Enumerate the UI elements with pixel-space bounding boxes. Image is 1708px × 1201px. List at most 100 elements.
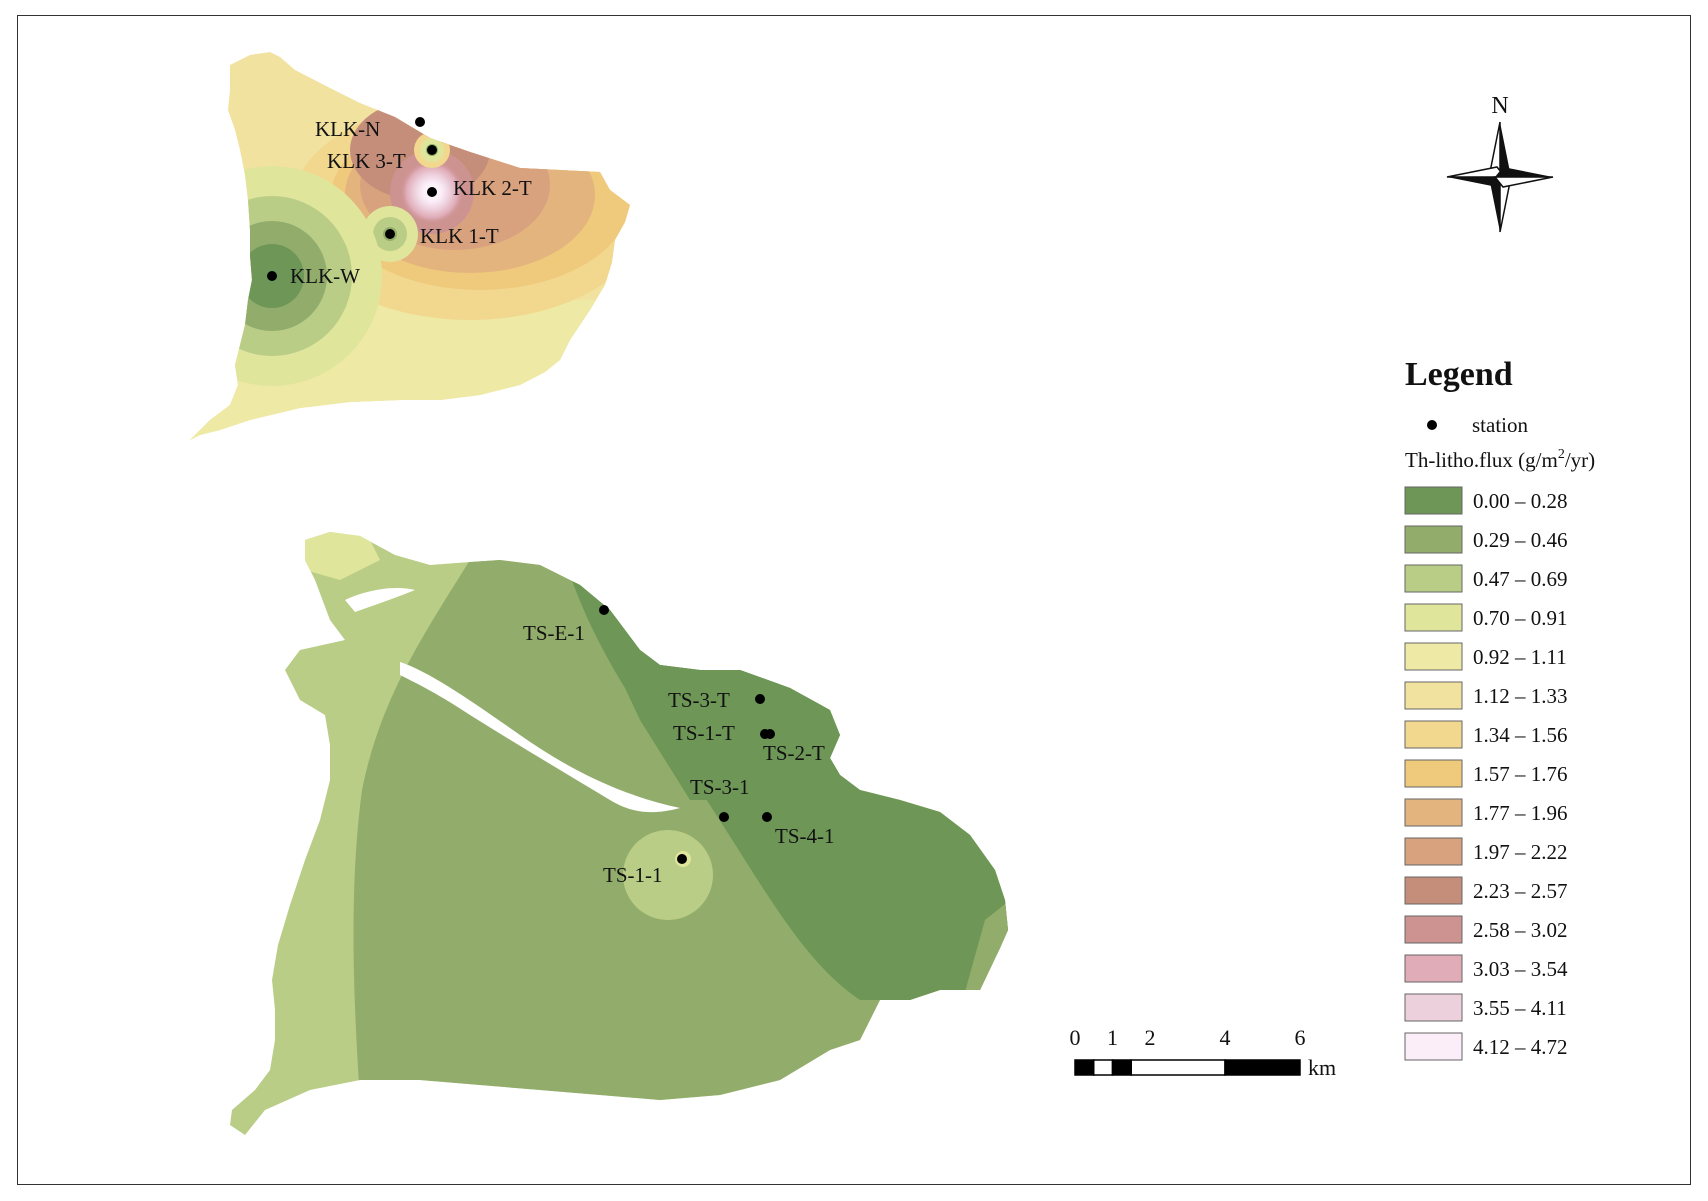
station-label: KLK 1-T	[420, 224, 499, 248]
station-klk-2-t: KLK 2-T	[427, 176, 532, 200]
station-label: KLK 3-T	[327, 149, 406, 173]
legend-class-label: 0.47 – 0.69	[1473, 567, 1568, 591]
legend-class-label: 1.77 – 1.96	[1473, 801, 1568, 825]
scale-bar: 0 1 2 4 6km	[1070, 1025, 1337, 1080]
inlet	[345, 588, 415, 612]
legend-class-label: 1.97 – 2.22	[1473, 840, 1568, 864]
station-klk-1-t: KLK 1-T	[385, 224, 499, 248]
legend-class: 0.92 – 1.11	[1404, 642, 1567, 671]
legend-class-label: 0.70 – 0.91	[1473, 606, 1568, 630]
legend-class: 3.55 – 4.11	[1404, 993, 1567, 1022]
stations-layer: KLK-N KLK 3-T KLK 2-T KLK 1-T KLK-W TS-E-1 TS-…	[267, 117, 835, 887]
legend-swatch	[1404, 837, 1463, 866]
legend-class-label: 3.55 – 4.11	[1473, 996, 1567, 1020]
legend-swatch	[1404, 642, 1463, 671]
station-marker	[755, 694, 765, 704]
legend-swatch	[1404, 720, 1463, 749]
station-label: KLK-W	[290, 264, 360, 288]
legend-swatch	[1404, 681, 1463, 710]
legend-station-label: station	[1472, 413, 1528, 437]
legend-class: 1.34 – 1.56	[1404, 720, 1568, 749]
scale-segment	[1130, 1059, 1226, 1076]
station-label: TS-4-1	[775, 824, 835, 848]
legend-class: 2.58 – 3.02	[1404, 915, 1568, 944]
legend-station-marker	[1427, 420, 1437, 430]
station-label: TS-1-T	[673, 721, 735, 745]
legend-swatch	[1404, 759, 1463, 788]
scale-segment	[1111, 1059, 1132, 1076]
legend-class: 1.97 – 2.22	[1404, 837, 1568, 866]
station-ts-1-1: TS-1-1	[603, 854, 687, 887]
south-study-area	[230, 532, 1008, 1135]
legend-class-label: 4.12 – 4.72	[1473, 1035, 1568, 1059]
legend-variable-label: Th-litho.flux (g/m2/yr)	[1405, 447, 1595, 472]
station-label: TS-1-1	[603, 863, 663, 887]
station-label: TS-2-T	[763, 741, 825, 765]
legend-class-label: 0.00 – 0.28	[1473, 489, 1568, 513]
legend-swatch	[1404, 564, 1463, 593]
station-ts-3-t: TS-3-T	[668, 688, 765, 712]
station-label: KLK 2-T	[453, 176, 532, 200]
station-ts-1-t: TS-1-T	[673, 721, 770, 745]
legend-class-label: 1.34 – 1.56	[1473, 723, 1568, 747]
station-label: KLK-N	[315, 117, 380, 141]
scale-tick-label: 4	[1220, 1025, 1231, 1050]
legend-class: 4.12 – 4.72	[1404, 1032, 1568, 1061]
legend-class-label: 2.58 – 3.02	[1473, 918, 1568, 942]
legend-swatch	[1404, 486, 1463, 515]
legend-class: 1.12 – 1.33	[1404, 681, 1568, 710]
station-marker	[599, 605, 609, 615]
legend-class: 2.23 – 2.57	[1404, 876, 1568, 905]
legend-swatch	[1404, 915, 1463, 944]
legend-class-label: 2.23 – 2.57	[1473, 879, 1568, 903]
station-marker	[677, 854, 687, 864]
legend-class: 0.70 – 0.91	[1404, 603, 1568, 632]
north-arrow-icon: N	[1446, 93, 1554, 233]
scale-segment	[1093, 1059, 1114, 1076]
station-klk-w: KLK-W	[267, 264, 360, 288]
station-marker	[762, 812, 772, 822]
station-label: TS-E-1	[523, 621, 585, 645]
station-marker	[385, 229, 395, 239]
scale-unit: km	[1308, 1055, 1336, 1080]
station-marker	[765, 729, 775, 739]
legend-swatch	[1404, 993, 1463, 1022]
station-label: TS-3-T	[668, 688, 730, 712]
station-klk-n: KLK-N	[315, 117, 425, 141]
legend-swatch	[1404, 1032, 1463, 1061]
map-frame	[17, 15, 1691, 1185]
legend-class-label: 1.57 – 1.76	[1473, 762, 1568, 786]
legend-class: 0.29 – 0.46	[1404, 525, 1568, 554]
legend-class-label: 3.03 – 3.54	[1473, 957, 1568, 981]
legend-class: 0.47 – 0.69	[1404, 564, 1568, 593]
station-marker	[719, 812, 729, 822]
lake-inlet	[400, 662, 680, 813]
scale-tick-label: 2	[1145, 1025, 1156, 1050]
station-marker	[427, 145, 437, 155]
legend-class-label: 1.12 – 1.33	[1473, 684, 1568, 708]
station-ts-2-t: TS-2-T	[763, 729, 825, 765]
station-marker	[415, 117, 425, 127]
legend-class: 3.03 – 3.54	[1404, 954, 1568, 983]
scale-tick-label: 6	[1295, 1025, 1306, 1050]
legend-class-label: 0.92 – 1.11	[1473, 645, 1567, 669]
station-ts-e-1: TS-E-1	[523, 605, 609, 645]
scale-segment	[1224, 1059, 1301, 1076]
legend-swatch	[1404, 954, 1463, 983]
north-label: N	[1491, 93, 1508, 119]
station-ts-3-1: TS-3-1	[690, 775, 750, 822]
legend-class: 0.00 – 0.28	[1404, 486, 1568, 515]
legend-class: 1.77 – 1.96	[1404, 798, 1568, 827]
scale-tick-label: 0	[1070, 1025, 1081, 1050]
scale-tick-label: 1	[1107, 1025, 1118, 1050]
scale-segment	[1074, 1059, 1095, 1076]
station-marker	[427, 187, 437, 197]
legend-swatch	[1404, 798, 1463, 827]
legend-class: 1.57 – 1.76	[1404, 759, 1568, 788]
legend: Legend station Th-litho.flux (g/m2/yr) 0.00…	[1404, 356, 1595, 1061]
legend-title: Legend	[1405, 356, 1513, 393]
station-marker	[267, 271, 277, 281]
legend-swatch	[1404, 876, 1463, 905]
legend-swatch	[1404, 603, 1463, 632]
